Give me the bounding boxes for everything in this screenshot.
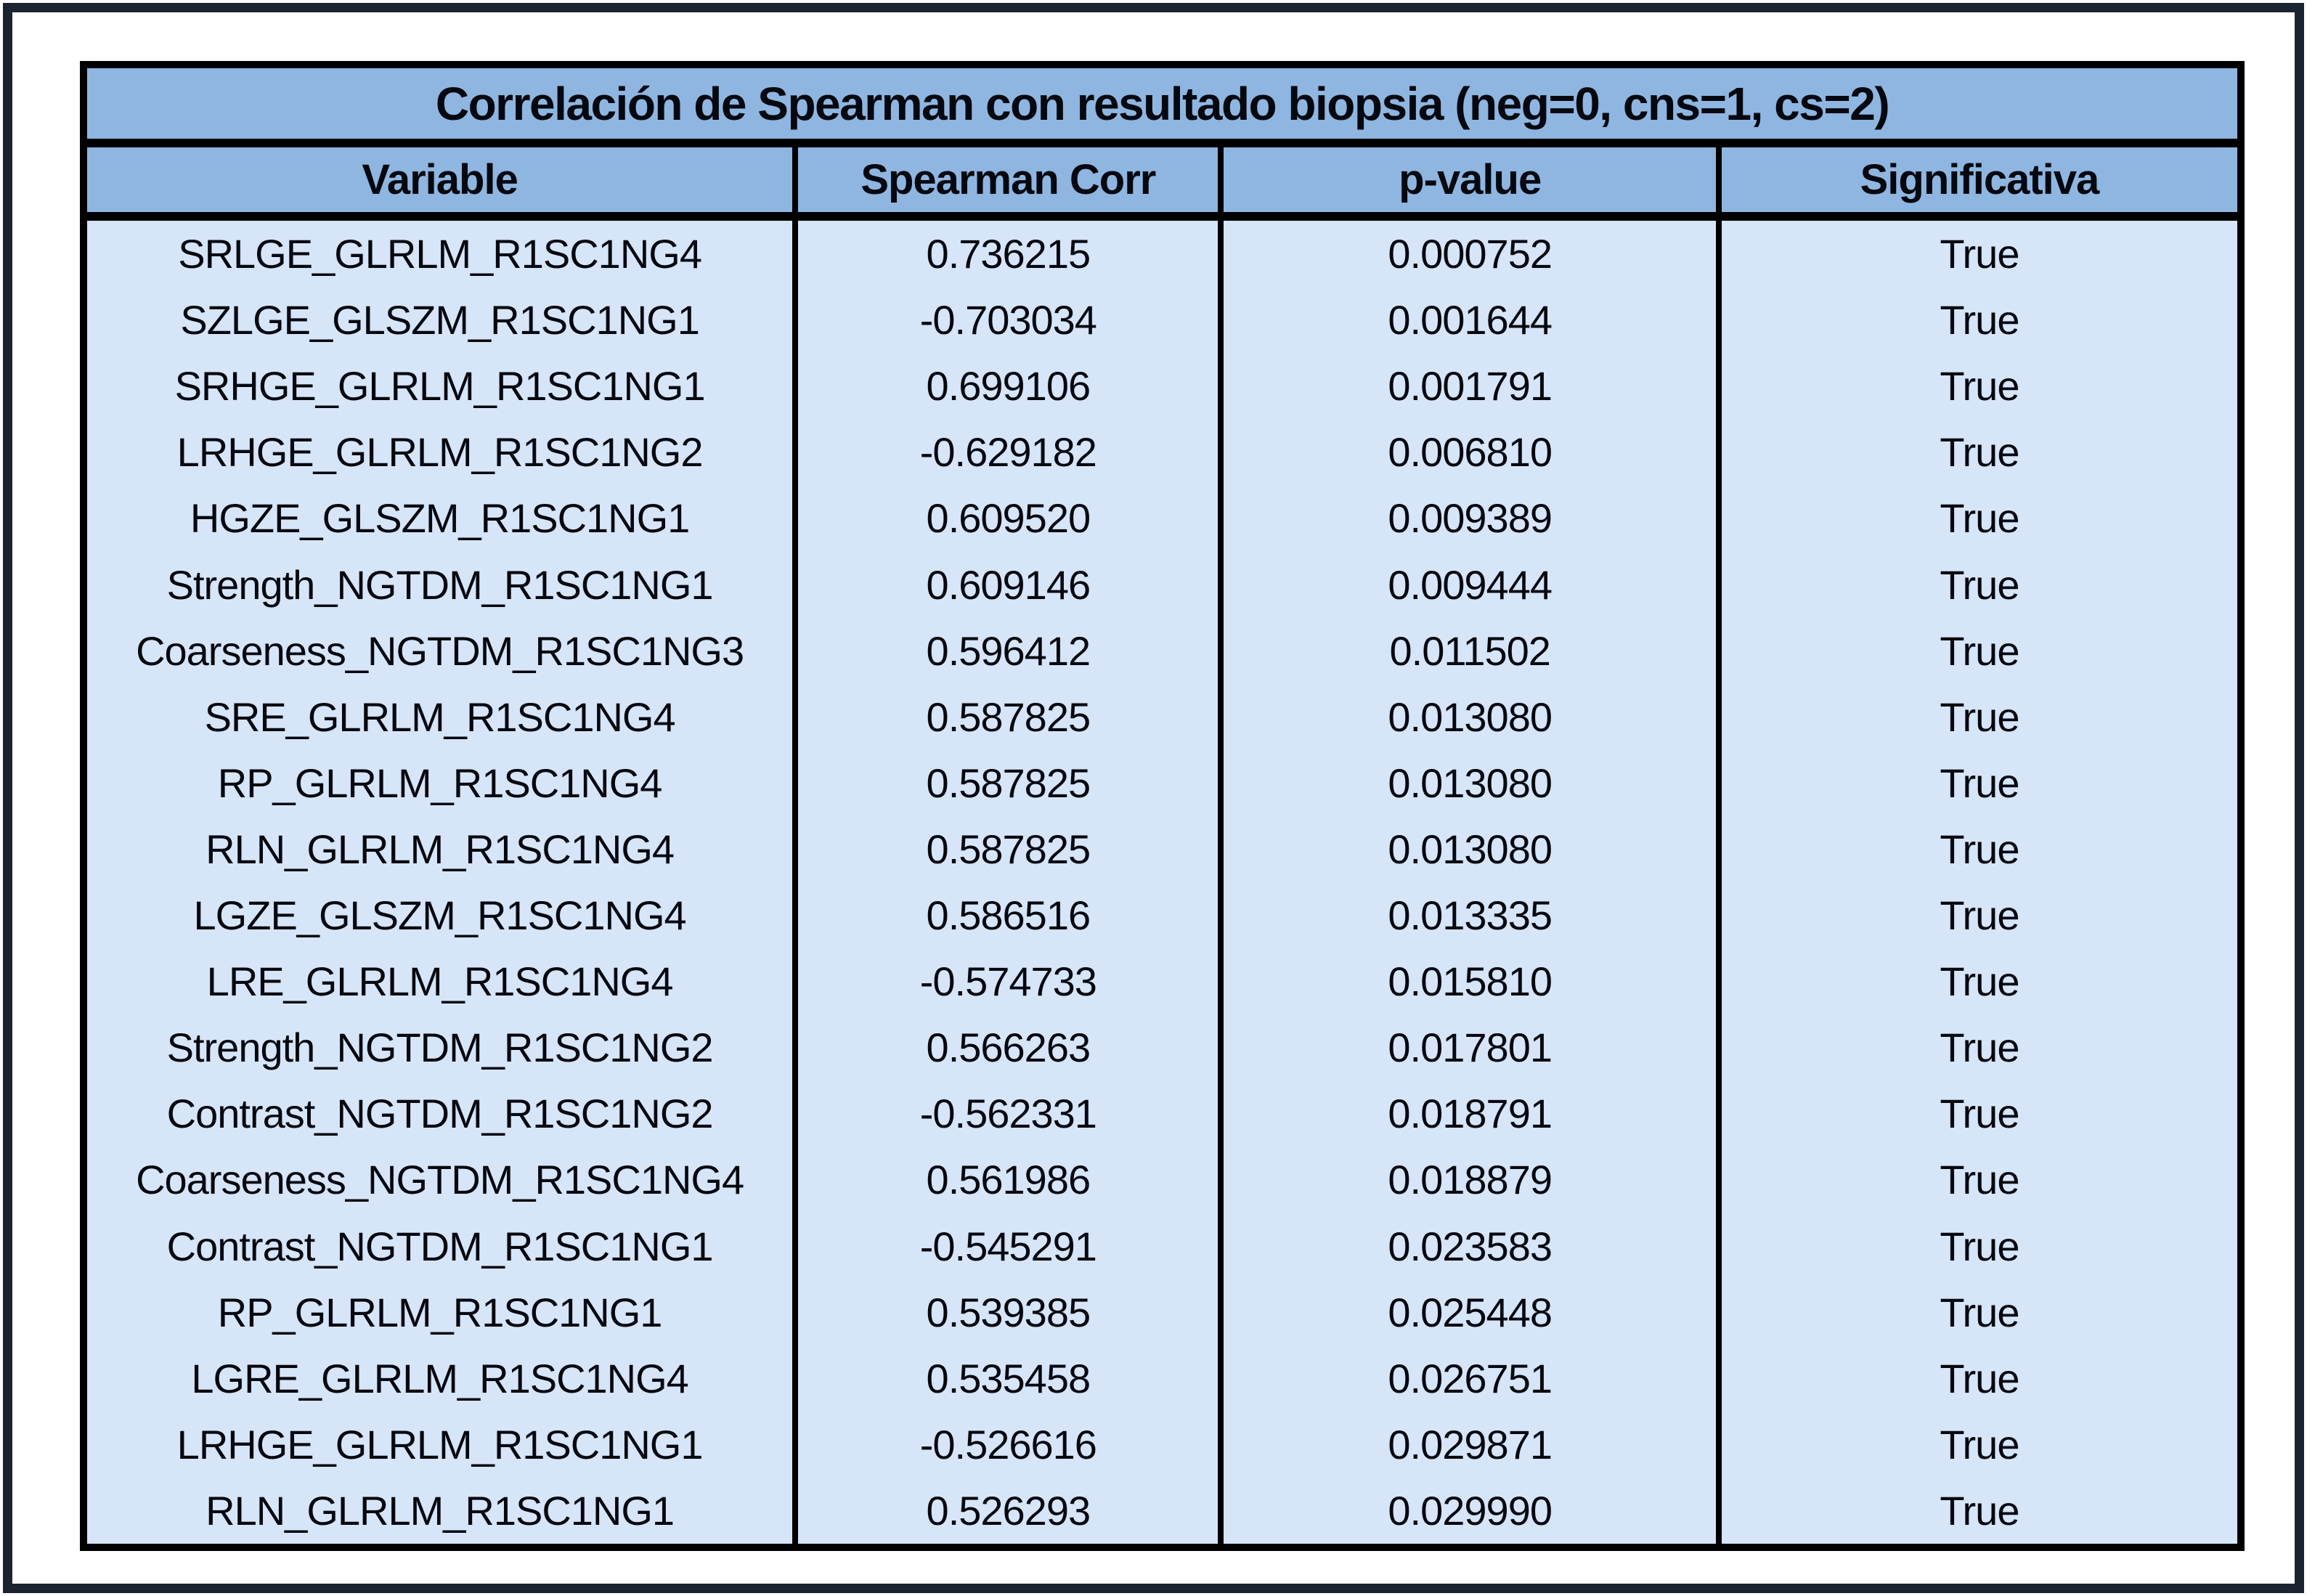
- spearman-corr-cell: 0.609146: [792, 551, 1218, 618]
- significativa-cell: True: [1715, 1411, 2237, 1478]
- column-header-variable: Variable: [87, 147, 793, 221]
- p-value-cell: 0.006810: [1218, 419, 1715, 486]
- significativa-cell: True: [1715, 1080, 2237, 1147]
- spearman-corr-cell: -0.703034: [792, 287, 1218, 354]
- column-header-p-value: p-value: [1218, 147, 1716, 221]
- variable-cell: Contrast_NGTDM_R1SC1NG2: [166, 1091, 714, 1137]
- variable-cell: Contrast_NGTDM_R1SC1NG1: [166, 1223, 714, 1269]
- significativa-cell: True: [1715, 353, 2237, 420]
- p-value-cell: 0.001791: [1218, 353, 1715, 420]
- spearman-corr-cell: 0.587825: [792, 683, 1218, 750]
- table-grid: Correlación de Spearman con resultado bi…: [80, 61, 2245, 1551]
- significativa-cell: True: [1715, 815, 2237, 882]
- p-value-cell: 0.000752: [1218, 221, 1715, 288]
- p-value-cell: 0.029871: [1218, 1411, 1715, 1478]
- spearman-corr-cell: 0.609520: [792, 485, 1218, 552]
- significativa-cell: True: [1715, 221, 2237, 288]
- variable-cell: LRE_GLRLM_R1SC1NG4: [206, 958, 674, 1005]
- significativa-cell: True: [1715, 683, 2237, 750]
- significativa-cell: True: [1715, 749, 2237, 816]
- variable-cell: SRLGE_GLRLM_R1SC1NG4: [178, 231, 702, 277]
- variable-cell: SRHGE_GLRLM_R1SC1NG1: [174, 363, 706, 410]
- variable-cell: LGRE_GLRLM_R1SC1NG4: [191, 1355, 688, 1401]
- p-value-cell: 0.023583: [1218, 1213, 1715, 1279]
- spearman-corr-cell: 0.587825: [792, 815, 1218, 882]
- significativa-cell: True: [1715, 419, 2237, 486]
- variable-cell: Strength_NGTDM_R1SC1NG1: [166, 561, 714, 608]
- significativa-cell: True: [1715, 1345, 2237, 1412]
- significativa-cell: True: [1715, 551, 2237, 618]
- p-value-cell: 0.015810: [1218, 948, 1715, 1015]
- p-value-cell: 0.009444: [1218, 551, 1715, 618]
- variable-cell: Coarseness_NGTDM_R1SC1NG4: [136, 1157, 744, 1203]
- significativa-cell: True: [1715, 1147, 2237, 1213]
- spearman-corr-cell: 0.526293: [792, 1477, 1218, 1544]
- spearman-corr-cell: 0.561986: [792, 1147, 1218, 1213]
- table-title: Correlación de Spearman con resultado bi…: [87, 68, 2237, 147]
- spearman-corr-cell: -0.574733: [792, 948, 1218, 1015]
- p-value-cell: 0.013335: [1218, 882, 1715, 949]
- spearman-corr-cell: 0.586516: [792, 882, 1218, 949]
- significativa-cell: True: [1715, 1213, 2237, 1279]
- significativa-cell: True: [1715, 485, 2237, 552]
- significativa-cell: True: [1715, 1477, 2237, 1544]
- variable-cell: LRHGE_GLRLM_R1SC1NG2: [176, 429, 704, 476]
- variable-cell: LGZE_GLSZM_R1SC1NG4: [193, 892, 687, 939]
- p-value-cell: 0.029990: [1218, 1477, 1715, 1544]
- p-value-cell: 0.009389: [1218, 485, 1715, 552]
- variable-cell: Coarseness_NGTDM_R1SC1NG3: [136, 627, 744, 674]
- spearman-corr-cell: -0.545291: [792, 1213, 1218, 1279]
- spearman-corr-cell: 0.535458: [792, 1345, 1218, 1412]
- significativa-cell: True: [1715, 1279, 2237, 1345]
- variable-cell: RP_GLRLM_R1SC1NG1: [217, 1289, 663, 1335]
- spearman-corr-cell: 0.596412: [792, 617, 1218, 684]
- spearman-corr-cell: -0.526616: [792, 1411, 1218, 1478]
- variable-cell: Strength_NGTDM_R1SC1NG2: [166, 1025, 714, 1071]
- significativa-cell: True: [1715, 948, 2237, 1015]
- spearman-corr-cell: -0.629182: [792, 419, 1218, 486]
- p-value-cell: 0.017801: [1218, 1014, 1715, 1081]
- p-value-cell: 0.013080: [1218, 683, 1715, 750]
- variable-cell: HGZE_GLSZM_R1SC1NG1: [190, 495, 690, 542]
- significativa-cell: True: [1715, 287, 2237, 354]
- variable-cell: SZLGE_GLSZM_R1SC1NG1: [180, 297, 699, 343]
- column-header-significativa: Significativa: [1715, 147, 2237, 221]
- significativa-cell: True: [1715, 882, 2237, 949]
- spearman-correlation-table: Correlación de Spearman con resultado bi…: [80, 61, 2245, 1551]
- spearman-corr-cell: -0.562331: [792, 1080, 1218, 1147]
- variable-cell: RLN_GLRLM_R1SC1NG1: [206, 1487, 675, 1534]
- spearman-corr-cell: 0.699106: [792, 353, 1218, 420]
- variable-cell: SRE_GLRLM_R1SC1NG4: [204, 693, 676, 740]
- p-value-cell: 0.001644: [1218, 287, 1715, 354]
- p-value-cell: 0.013080: [1218, 815, 1715, 882]
- spearman-corr-cell: 0.736215: [792, 221, 1218, 288]
- spearman-corr-cell: 0.566263: [792, 1014, 1218, 1081]
- variable-cell: RP_GLRLM_R1SC1NG4: [217, 760, 663, 806]
- p-value-cell: 0.013080: [1218, 749, 1715, 816]
- significativa-cell: True: [1715, 1014, 2237, 1081]
- p-value-cell: 0.011502: [1218, 617, 1715, 684]
- p-value-cell: 0.018879: [1218, 1147, 1715, 1213]
- variable-cell: RLN_GLRLM_R1SC1NG4: [206, 826, 675, 872]
- p-value-cell: 0.026751: [1218, 1345, 1715, 1412]
- p-value-cell: 0.025448: [1218, 1279, 1715, 1345]
- variable-cell: LRHGE_GLRLM_R1SC1NG1: [176, 1421, 704, 1467]
- spearman-corr-cell: 0.587825: [792, 749, 1218, 816]
- p-value-cell: 0.018791: [1218, 1080, 1715, 1147]
- column-header-spearman-corr: Spearman Corr: [792, 147, 1218, 221]
- spearman-corr-cell: 0.539385: [792, 1279, 1218, 1345]
- outer-frame: Correlación de Spearman con resultado bi…: [3, 3, 2304, 1593]
- significativa-cell: True: [1715, 617, 2237, 684]
